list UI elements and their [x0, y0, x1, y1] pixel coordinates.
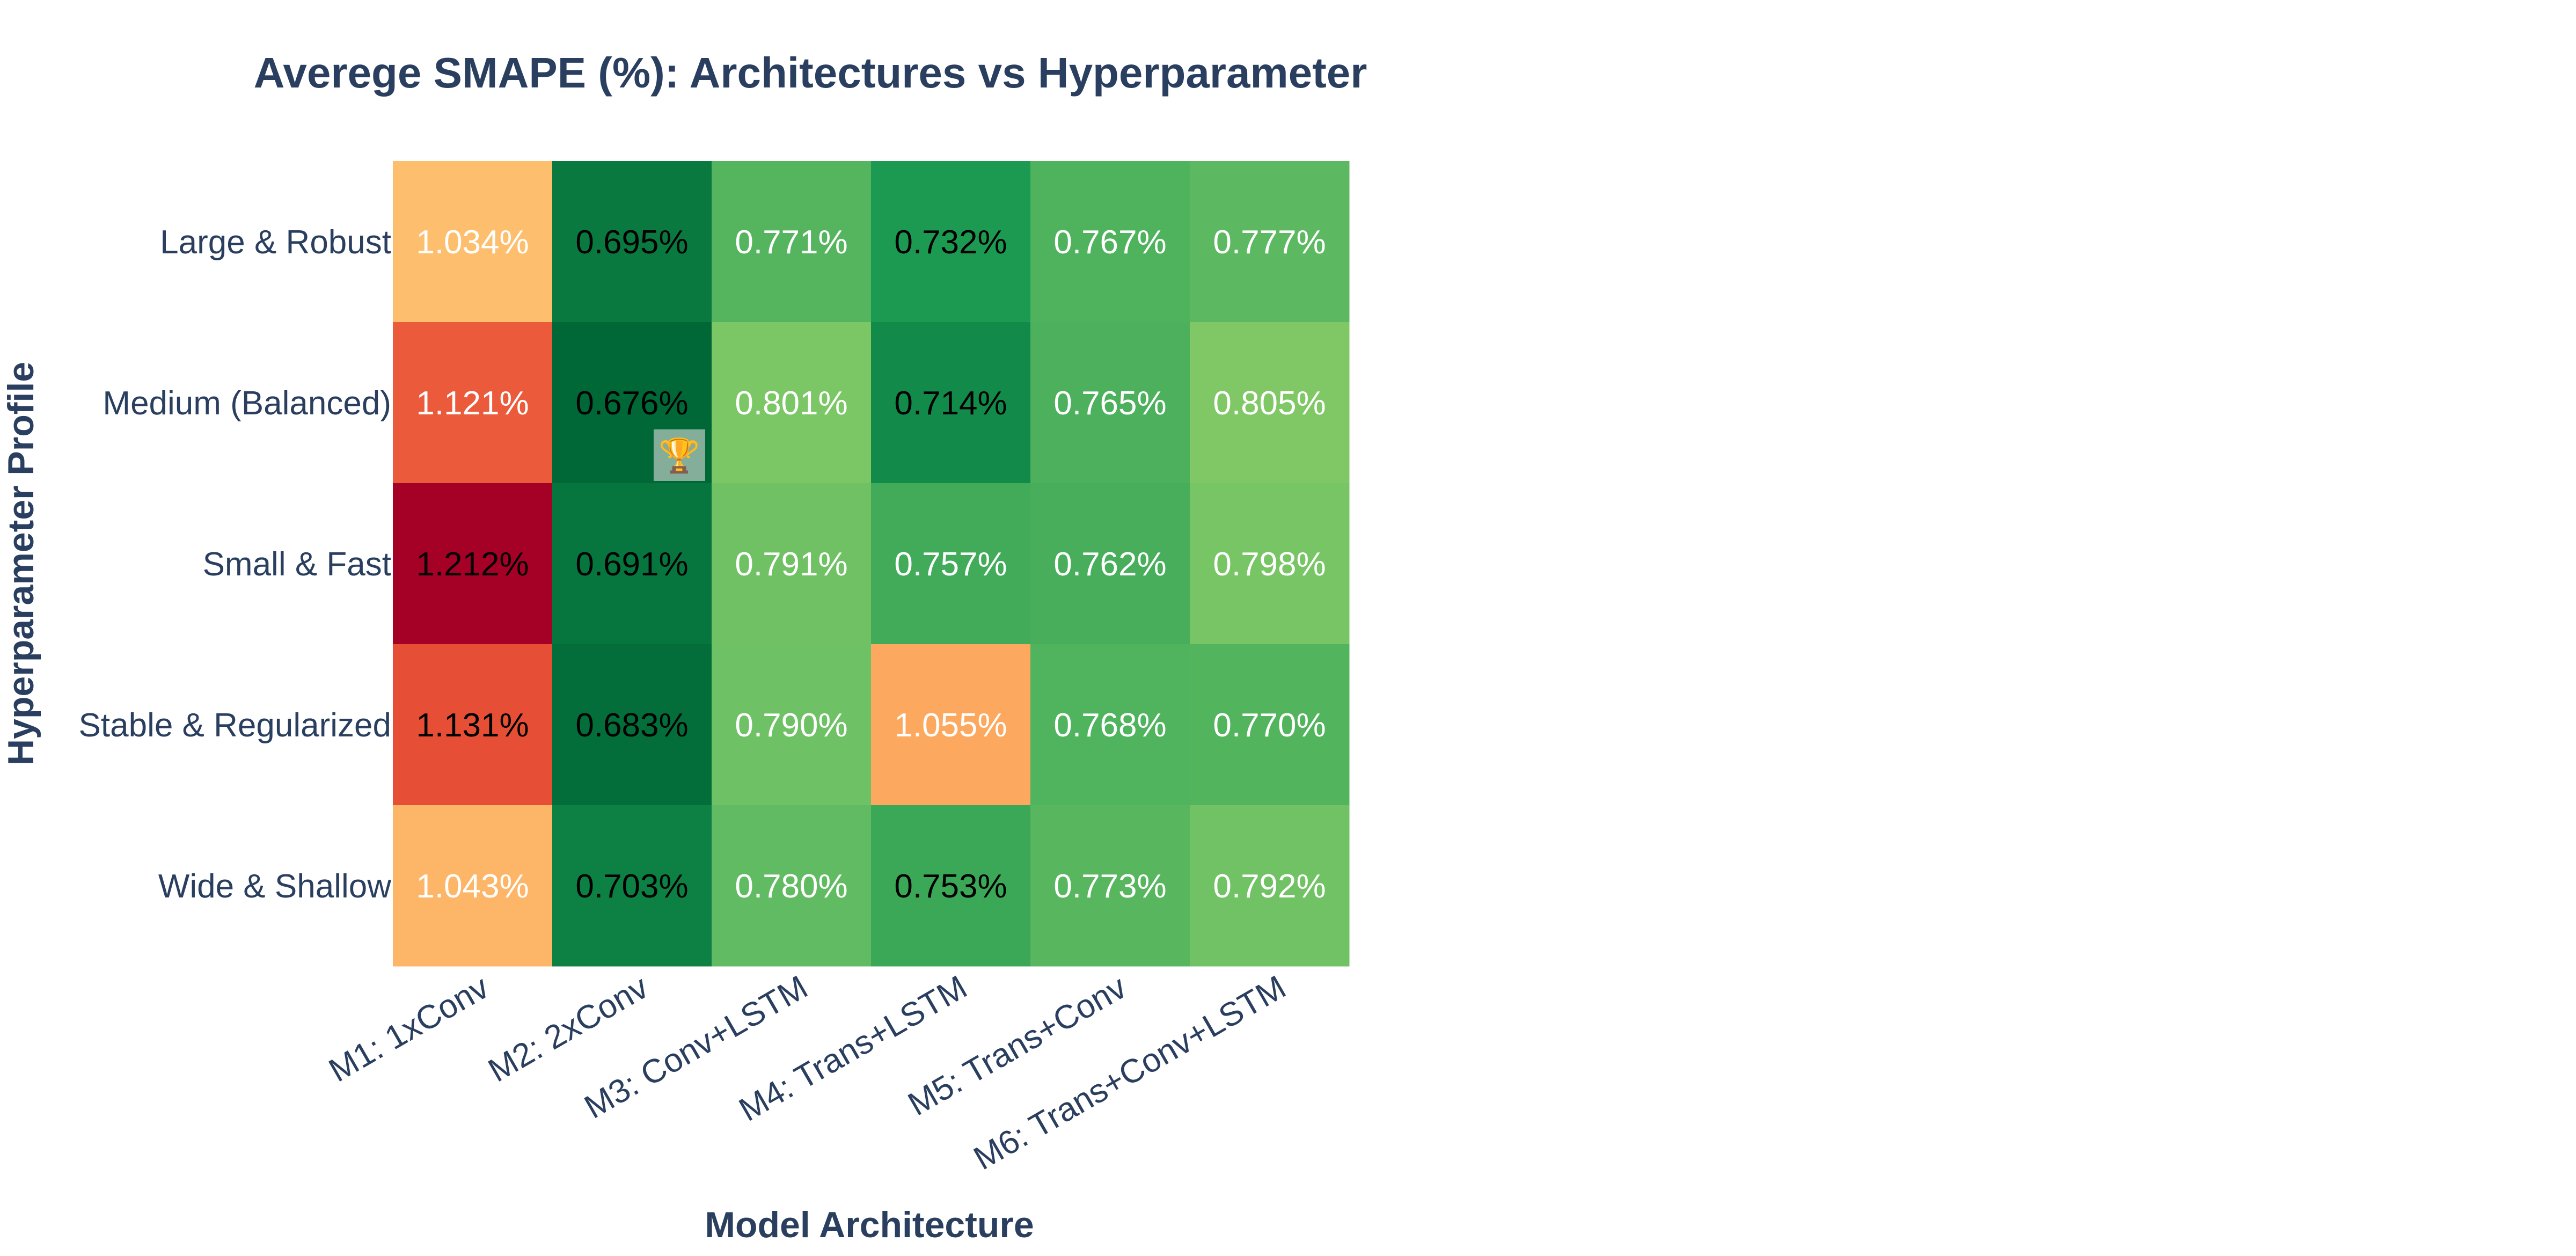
cell-value-label: 1.043% — [416, 868, 529, 905]
cell-value-label: 0.765% — [1053, 385, 1166, 422]
cell-value-label: 1.121% — [416, 385, 529, 422]
heatmap-cell — [871, 161, 1031, 323]
cell-value-label: 0.757% — [894, 546, 1007, 583]
cell-value-label: 0.777% — [1213, 224, 1326, 261]
heatmap-cell — [871, 805, 1031, 967]
heatmap-cell — [552, 644, 712, 806]
heatmap-cell — [712, 805, 872, 967]
heatmap-cell — [393, 805, 553, 967]
y-axis-ticks: Large & Robust Medium (Balanced) Small & F… — [79, 224, 392, 905]
heatmap-cell — [871, 483, 1031, 645]
heatmap-cell — [552, 161, 712, 323]
heatmap-cell — [712, 161, 872, 323]
cell-value-label: 0.791% — [735, 546, 847, 583]
heatmap-cell — [1190, 161, 1350, 323]
heatmap-cell — [393, 161, 553, 323]
heatmap-cell — [1190, 805, 1350, 967]
cell-value-label: 1.131% — [416, 707, 529, 744]
cell-value-label: 0.714% — [894, 385, 1007, 422]
cell-value-label: 1.055% — [894, 707, 1007, 744]
cell-value-label: 0.798% — [1213, 546, 1326, 583]
y-axis-title: Hyperparameter Profile — [1, 362, 41, 765]
heatmap-cell — [712, 483, 872, 645]
heatmap-cell — [1030, 483, 1190, 645]
heatmap-cell — [393, 644, 553, 806]
cell-value-label: 0.780% — [735, 868, 847, 905]
cell-value-label: 0.801% — [735, 385, 847, 422]
cell-value-label: 0.805% — [1213, 385, 1326, 422]
cell-value-label: 0.753% — [894, 868, 1007, 905]
heatmap-cells — [393, 161, 1350, 967]
x-tick-label: M1: 1xConv — [323, 968, 495, 1089]
y-tick-label: Medium (Balanced) — [103, 385, 391, 422]
heatmap-cell — [393, 483, 553, 645]
heatmap-cell — [712, 644, 872, 806]
heatmap-cell — [1030, 644, 1190, 806]
heatmap-cell — [712, 322, 872, 484]
heatmap-cell — [1030, 322, 1190, 484]
cell-value-label: 0.691% — [575, 546, 688, 583]
cell-value-label: 0.768% — [1053, 707, 1166, 744]
heatmap-cell — [1030, 161, 1190, 323]
heatmap-cell — [552, 805, 712, 967]
heatmap-cell — [1190, 483, 1350, 645]
x-axis-title: Model Architecture — [705, 1204, 1034, 1245]
cell-value-label: 0.695% — [575, 224, 688, 261]
cell-value-label: 0.676% — [575, 385, 688, 422]
cell-value-label: 1.034% — [416, 224, 529, 261]
y-tick-label: Small & Fast — [203, 546, 391, 583]
cell-value-label: 0.770% — [1213, 707, 1326, 744]
heatmap-cell — [552, 483, 712, 645]
trophy-icon: 🏆 — [658, 436, 700, 474]
heatmap-cell — [1190, 644, 1350, 806]
cell-value-label: 0.762% — [1053, 546, 1166, 583]
cell-value-label: 0.792% — [1213, 868, 1326, 905]
cell-value-label: 0.773% — [1053, 868, 1166, 905]
cell-value-label: 0.703% — [575, 868, 688, 905]
best-marker-layer: 🏆 — [654, 429, 705, 481]
cell-value-label: 0.683% — [575, 707, 688, 744]
heatmap-cell — [871, 322, 1031, 484]
cell-value-label: 0.767% — [1053, 224, 1166, 261]
heatmap-cell-labels: 1.034% 0.695% 0.771% 0.732% 0.767% 0.777% 1.12… — [416, 224, 1326, 905]
chart-title: Averege SMAPE (%): Architectures vs Hype… — [254, 49, 1367, 97]
heatmap-cell — [871, 644, 1031, 806]
y-tick-label: Stable & Regularized — [79, 707, 391, 744]
y-tick-label: Wide & Shallow — [158, 868, 391, 905]
cell-value-label: 0.732% — [894, 224, 1007, 261]
heatmap-cell — [1030, 805, 1190, 967]
heatmap-cell — [393, 322, 553, 484]
y-tick-label: Large & Robust — [160, 224, 391, 261]
trophy-badge — [654, 429, 705, 481]
cell-value-label: 0.790% — [735, 707, 847, 744]
cell-value-label: 1.212% — [416, 546, 529, 583]
cell-value-label: 0.771% — [735, 224, 847, 261]
heatmap-cell — [1190, 322, 1350, 484]
